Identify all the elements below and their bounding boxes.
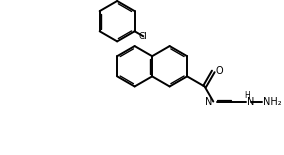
Text: NH₂: NH₂ xyxy=(263,97,281,106)
Text: N: N xyxy=(205,97,212,106)
Text: H: H xyxy=(244,91,250,100)
Text: O: O xyxy=(216,66,223,76)
Text: Cl: Cl xyxy=(139,32,148,41)
Text: N: N xyxy=(247,97,255,106)
